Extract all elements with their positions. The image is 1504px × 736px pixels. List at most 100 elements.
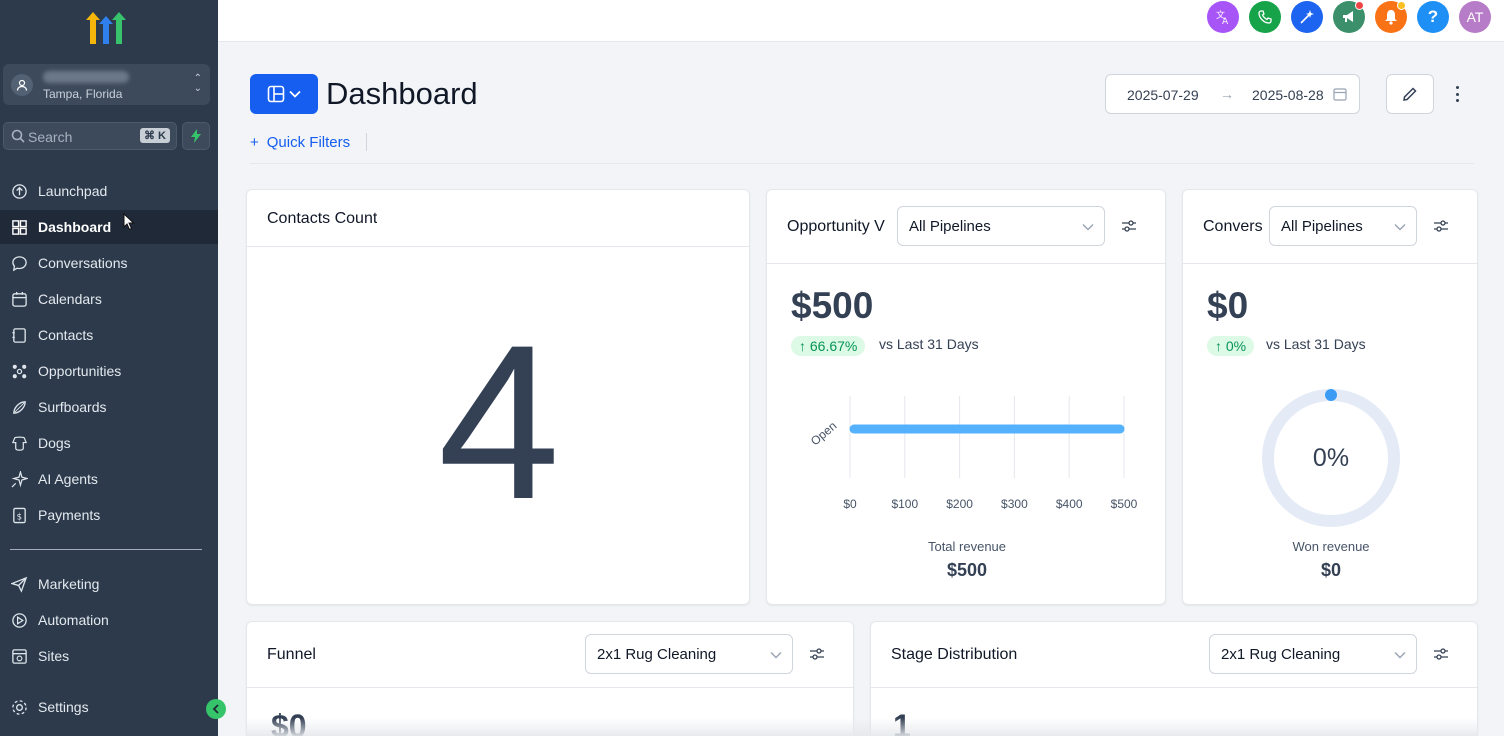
arrow-up-icon: ↑	[1215, 338, 1226, 354]
conversion-total: $0	[1207, 285, 1249, 326]
card-title: Funnel	[267, 646, 316, 663]
edit-dashboard-button[interactable]	[1386, 74, 1434, 114]
conversion-donut-chart	[1262, 389, 1400, 527]
magic-wand-icon	[1300, 10, 1314, 24]
magic-button[interactable]	[1291, 1, 1323, 33]
sidebar: Tampa, Florida ⌃ ⌄ Search ⌘ K Launchpad Da…	[0, 0, 226, 736]
phone-button[interactable]	[1249, 1, 1281, 33]
date-start[interactable]: 2025-07-29	[1127, 87, 1199, 103]
sidebar-item-ai-agents[interactable]: AI Agents	[0, 462, 218, 496]
sidebar-item-label: Sites	[38, 648, 70, 664]
plus-icon: +	[250, 134, 259, 151]
sidebar-divider	[10, 549, 202, 550]
dashboard-icon	[12, 220, 27, 235]
footer-label: Won revenue	[1292, 539, 1370, 554]
calendar-icon	[1333, 88, 1347, 101]
search-placeholder: Search	[28, 129, 73, 145]
contacts-count-card: Contacts Count 4	[246, 189, 750, 605]
pipeline-select[interactable]: All Pipelines	[1269, 206, 1417, 246]
footer-value: $500	[946, 560, 988, 580]
opportunity-value-card: Opportunity V All Pipelines $500 ↑ 66.67…	[766, 189, 1166, 605]
surfboard-icon	[13, 401, 26, 414]
filter-settings-icon[interactable]	[1433, 218, 1449, 234]
sidebar-item-label: Dashboard	[38, 219, 112, 235]
sidebar-item-label: Settings	[38, 699, 89, 715]
opportunity-total: $500	[791, 285, 874, 326]
sidebar-item-conversations[interactable]: Conversations	[0, 246, 218, 280]
phone-icon	[1258, 10, 1272, 24]
user-avatar[interactable]: AT	[1459, 1, 1491, 33]
gear-icon	[12, 700, 27, 715]
opportunities-icon	[12, 364, 27, 379]
date-range-picker[interactable]: 2025-07-29 → 2025-08-28	[1105, 74, 1360, 114]
donut-value: 0%	[1312, 444, 1350, 472]
dog-icon	[11, 436, 28, 451]
dashboard-switcher-button[interactable]	[250, 74, 318, 114]
quick-filters-label: Quick Filters	[266, 134, 351, 151]
chevron-down-icon	[1394, 652, 1406, 659]
automation-icon	[12, 613, 27, 628]
sidebar-item-contacts[interactable]: Contacts	[0, 318, 218, 352]
change-badge: ↑ 0%	[1207, 336, 1255, 356]
location-city: Tampa, Florida	[43, 87, 123, 101]
chevron-down-icon	[289, 90, 301, 98]
collapse-sidebar-button[interactable]	[206, 699, 226, 719]
sidebar-item-calendars[interactable]: Calendars	[0, 282, 218, 316]
sidebar-item-marketing[interactable]: Marketing	[0, 567, 218, 601]
contacts-icon	[12, 328, 26, 343]
sidebar-item-label: Opportunities	[38, 363, 122, 379]
scroll-fade	[246, 718, 1478, 736]
calendar-icon	[12, 291, 27, 307]
sites-icon	[12, 649, 27, 664]
chevron-left-icon	[212, 704, 219, 714]
sparkle-icon	[11, 471, 28, 488]
filter-settings-icon[interactable]	[809, 646, 825, 662]
sidebar-item-dogs[interactable]: Dogs	[0, 426, 218, 460]
card-title: Opportunity V	[787, 218, 885, 235]
sidebar-item-launchpad[interactable]: Launchpad	[0, 174, 218, 208]
sidebar-item-automation[interactable]: Automation	[0, 603, 218, 637]
sidebar-item-payments[interactable]: $ Payments	[0, 498, 218, 532]
mouse-cursor-icon	[123, 213, 135, 231]
chevron-down-icon	[1082, 224, 1094, 231]
x-tick-label: $500	[1111, 497, 1138, 511]
x-tick-label: $200	[946, 497, 973, 511]
footer-label: Total revenue	[927, 539, 1007, 554]
sidebar-item-label: Surfboards	[38, 399, 107, 415]
pipeline-select[interactable]: 2x1 Rug Cleaning	[1209, 634, 1417, 674]
sidebar-item-label: Contacts	[38, 327, 94, 343]
notification-dot	[1397, 1, 1406, 10]
card-title: Contacts Count	[267, 210, 378, 227]
chevron-updown-icon: ⌃ ⌄	[193, 73, 202, 94]
pipeline-select-value: All Pipelines	[1281, 218, 1363, 235]
category-label: Open	[808, 419, 839, 449]
svg-text:A: A	[1222, 17, 1229, 25]
sidebar-item-sites[interactable]: Sites	[0, 639, 218, 673]
search-input[interactable]: Search ⌘ K	[3, 122, 177, 150]
pipeline-select-value: 2x1 Rug Cleaning	[1221, 646, 1341, 663]
sidebar-item-dashboard[interactable]: Dashboard	[0, 210, 218, 244]
svg-text:$: $	[17, 512, 22, 522]
quick-action-button[interactable]	[182, 122, 210, 150]
page-title: Dashboard	[326, 76, 478, 111]
sidebar-item-surfboards[interactable]: Surfboards	[0, 390, 218, 424]
location-avatar-icon	[11, 74, 33, 96]
pipeline-select[interactable]: 2x1 Rug Cleaning	[585, 634, 793, 674]
app-logo[interactable]	[84, 10, 128, 46]
sidebar-item-label: Calendars	[38, 291, 102, 307]
date-end[interactable]: 2025-08-28	[1252, 87, 1324, 103]
help-button[interactable]: ?	[1417, 1, 1449, 33]
quick-filters-button[interactable]: + Quick Filters	[250, 134, 350, 151]
filter-settings-icon[interactable]	[1433, 646, 1449, 662]
sidebar-item-label: AI Agents	[38, 471, 98, 487]
payments-icon: $	[13, 507, 26, 524]
sidebar-item-label: Conversations	[38, 255, 128, 271]
filter-settings-icon[interactable]	[1121, 218, 1137, 234]
pipeline-select[interactable]: All Pipelines	[897, 206, 1105, 246]
location-switcher[interactable]: Tampa, Florida ⌃ ⌄	[3, 64, 210, 105]
sidebar-item-label: Payments	[38, 507, 101, 523]
more-options-button[interactable]	[1449, 84, 1465, 104]
sidebar-item-settings[interactable]: Settings	[0, 690, 218, 724]
sidebar-item-opportunities[interactable]: Opportunities	[0, 354, 218, 388]
